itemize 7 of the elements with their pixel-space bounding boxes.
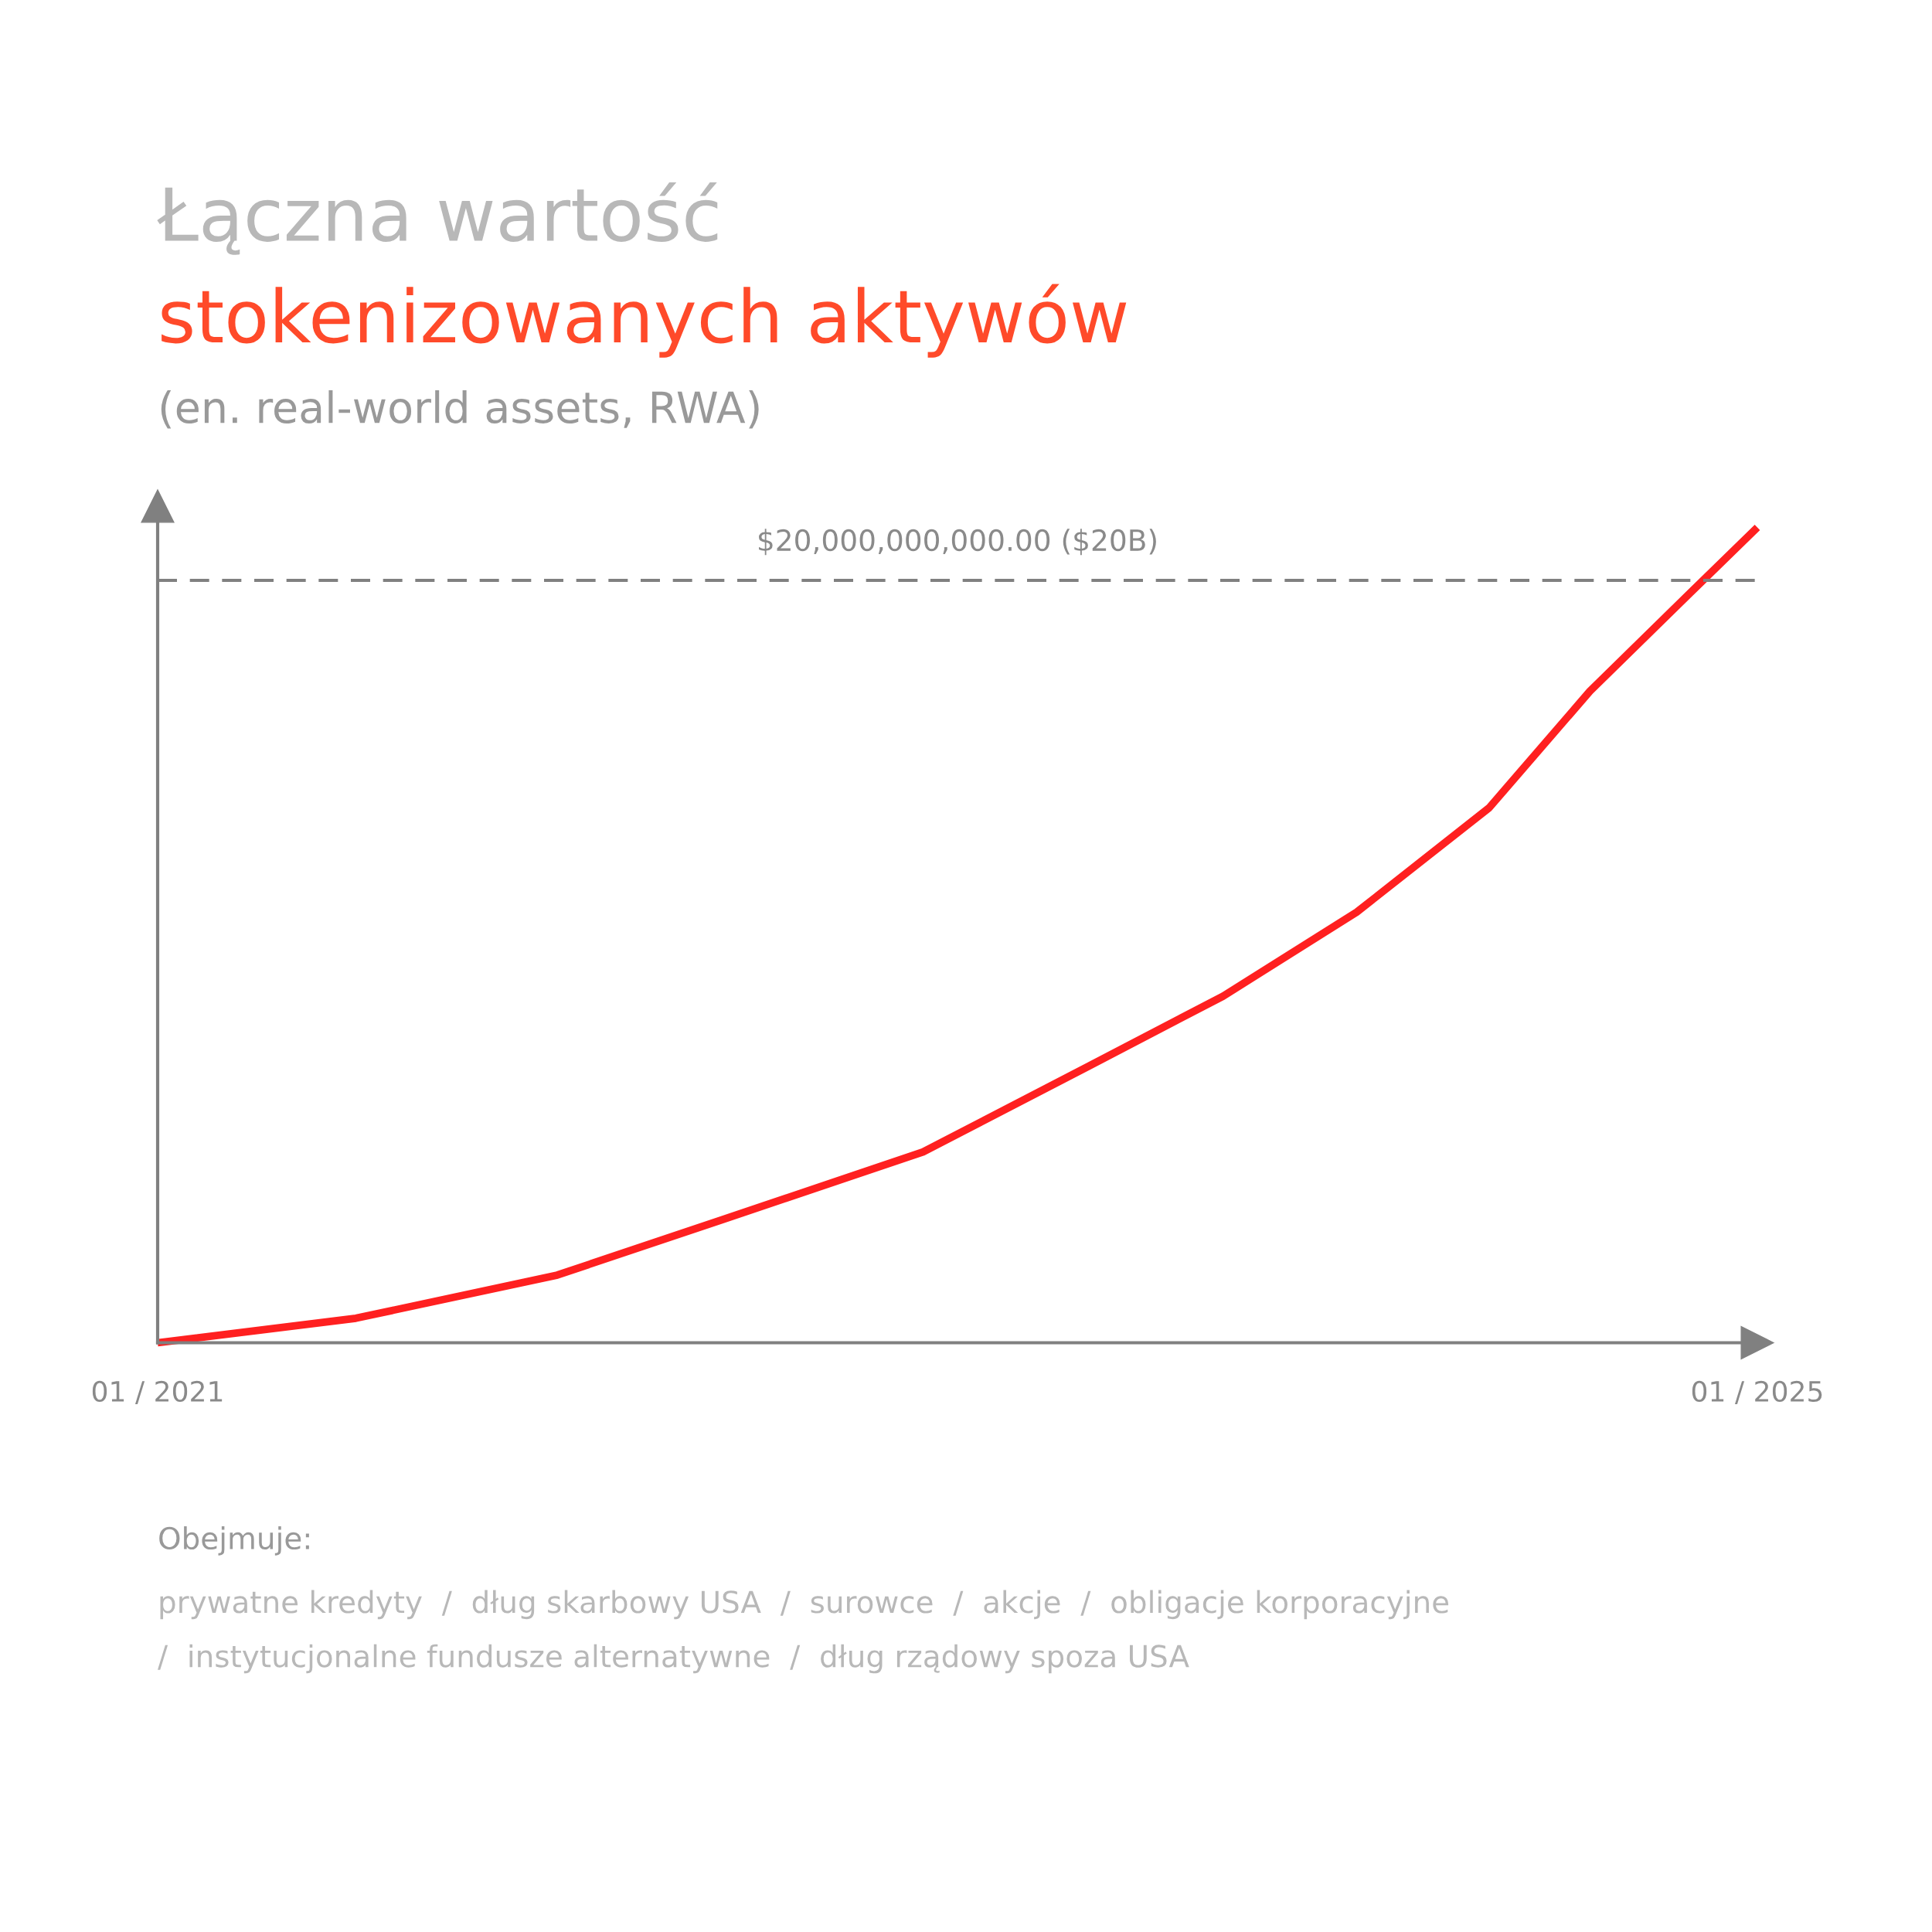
chart-subtitle: (en. real-world assets, RWA) [161,390,759,429]
chart-title: Łączna wartość stokenizowanych aktywów [157,182,1127,358]
x-tick-label: 01 / 2025 [1692,1380,1822,1404]
text: prywatne kredyty / dług skarbowy USA / surowce / akcje / obligacje korporacyjne / instytucjonalne fundusze alternatywne / dług rządowy spoza USA [158,1590,1449,1674]
ref-line-label: $20,000,000,000.00 ($20B) [759,529,1156,556]
text: Obejmuje: [159,1526,309,1556]
x-tick-label: 01 / 2021 [92,1380,223,1404]
